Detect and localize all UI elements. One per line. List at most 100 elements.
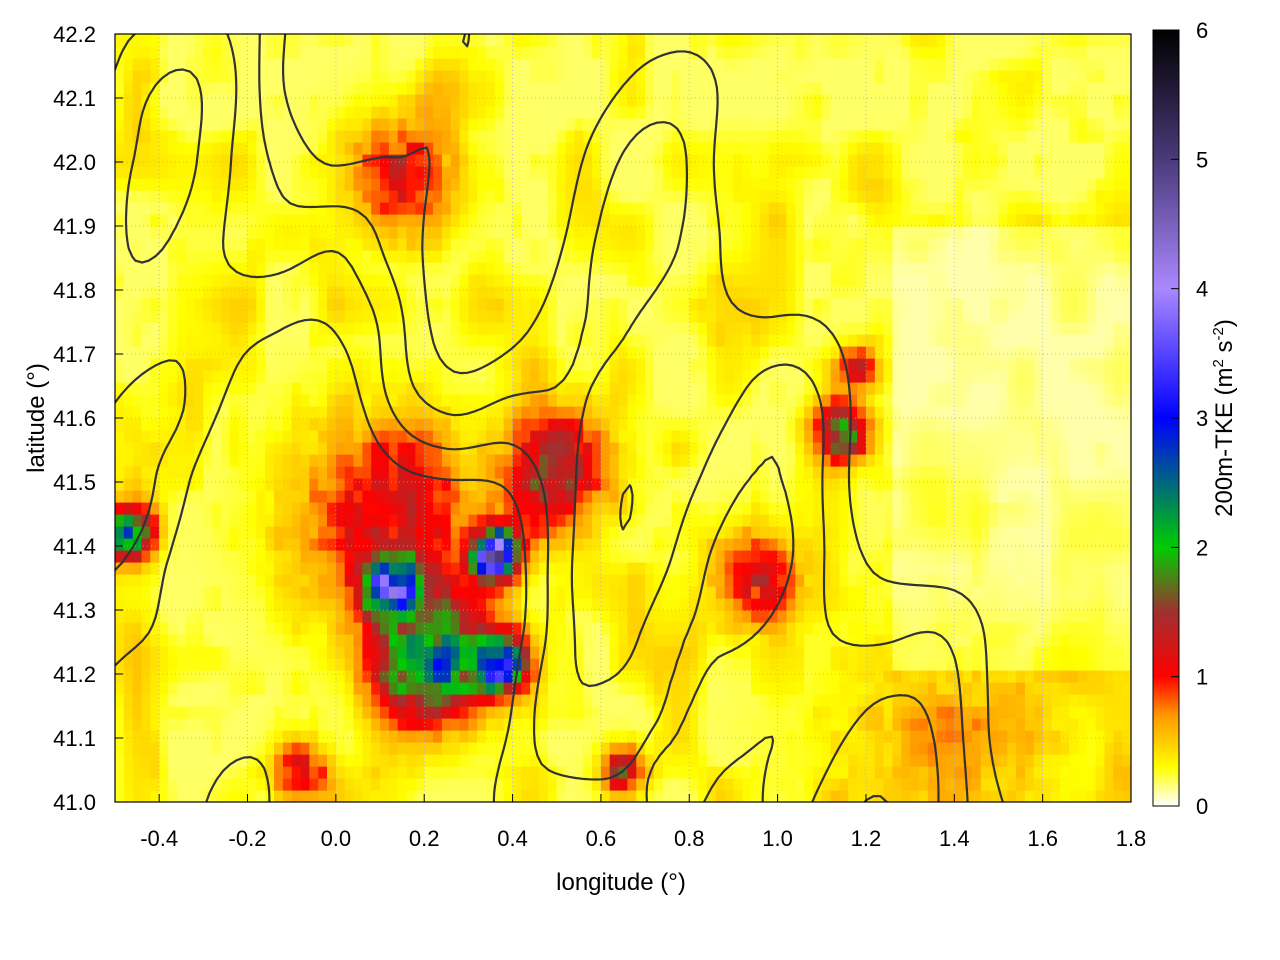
heatmap-cell: [742, 586, 752, 599]
heatmap-cell: [450, 250, 461, 263]
heatmap-cell: [795, 778, 805, 791]
heatmap-cell: [742, 790, 752, 802]
heatmap-cell: [141, 142, 151, 155]
heatmap-cell: [653, 682, 664, 695]
heatmap-cell: [503, 382, 514, 395]
heatmap-cell: [397, 574, 408, 587]
heatmap-cell: [592, 730, 602, 743]
heatmap-cell: [441, 406, 452, 419]
heatmap-cell: [777, 658, 787, 671]
heatmap-cell: [176, 286, 187, 299]
heatmap-cell: [733, 250, 743, 263]
heatmap-cell: [291, 430, 302, 443]
heatmap-cell: [494, 766, 505, 779]
heatmap-cell: [751, 538, 761, 551]
heatmap-cell: [159, 226, 169, 239]
heatmap-cell: [689, 598, 699, 611]
heatmap-cell: [627, 382, 637, 395]
heatmap-cell: [344, 214, 355, 227]
heatmap-cell: [556, 730, 567, 743]
heatmap-cell: [662, 550, 673, 563]
heatmap-cell: [185, 694, 196, 707]
heatmap-cell: [397, 178, 408, 191]
heatmap-cell: [291, 778, 302, 791]
heatmap-cell: [433, 130, 443, 143]
heatmap-cell: [265, 502, 275, 515]
heatmap-cell: [318, 58, 328, 71]
heatmap-cell: [494, 154, 505, 167]
heatmap-cell: [724, 382, 734, 395]
heatmap-cell: [353, 250, 363, 263]
heatmap-cell: [362, 130, 372, 143]
heatmap-cell: [751, 154, 761, 167]
heatmap-cell: [795, 322, 805, 335]
heatmap-cell: [609, 550, 620, 563]
heatmap-cell: [689, 334, 699, 347]
heatmap-cell: [353, 490, 363, 503]
heatmap-cell: [150, 262, 160, 275]
heatmap-cell: [565, 742, 575, 755]
heatmap-cell: [645, 682, 655, 695]
heatmap-cell: [759, 358, 770, 371]
heatmap-cell: [600, 286, 611, 299]
heatmap-cell: [689, 118, 699, 131]
heatmap-cell: [662, 166, 673, 179]
heatmap-cell: [353, 658, 363, 671]
heatmap-cell: [353, 370, 363, 383]
heatmap-cell: [795, 790, 805, 802]
heatmap-cell: [168, 514, 178, 527]
heatmap-cell: [300, 406, 310, 419]
heatmap-cell: [176, 550, 187, 563]
heatmap-cell: [751, 502, 761, 515]
heatmap-cell: [441, 766, 452, 779]
heatmap-cell: [380, 718, 390, 731]
heatmap-cell: [256, 610, 266, 623]
heatmap-cell: [159, 514, 169, 527]
heatmap-cell: [698, 394, 708, 407]
heatmap-cell: [141, 646, 151, 659]
heatmap-cell: [335, 694, 346, 707]
heatmap-cell: [583, 586, 593, 599]
heatmap-cell: [265, 118, 275, 131]
heatmap-cell: [344, 58, 355, 71]
heatmap-cell: [530, 142, 540, 155]
heatmap-cell: [185, 466, 196, 479]
heatmap-cell: [150, 214, 160, 227]
heatmap-cell: [424, 610, 434, 623]
heatmap-cell: [459, 214, 469, 227]
heatmap-cell: [123, 202, 134, 215]
heatmap-cell: [176, 526, 187, 539]
heatmap-cell: [459, 346, 469, 359]
heatmap-cell: [115, 742, 125, 755]
heatmap-cell: [441, 622, 452, 635]
heatmap-cell: [539, 718, 549, 731]
heatmap-cell: [777, 430, 787, 443]
heatmap-cell: [212, 742, 222, 755]
heatmap-cell: [468, 82, 478, 95]
heatmap-cell: [662, 34, 673, 47]
heatmap-cell: [371, 514, 381, 527]
heatmap-cell: [265, 370, 275, 383]
heatmap-cell: [459, 406, 469, 419]
heatmap-cell: [468, 574, 478, 587]
heatmap-cell: [185, 310, 196, 323]
heatmap-cell: [786, 682, 796, 695]
heatmap-cell: [459, 286, 469, 299]
heatmap-cell: [141, 118, 151, 131]
heatmap-cell: [583, 526, 593, 539]
heatmap-cell: [371, 250, 381, 263]
heatmap-cell: [397, 514, 408, 527]
heatmap-cell: [592, 382, 602, 395]
heatmap-cell: [397, 730, 408, 743]
heatmap-cell: [265, 478, 275, 491]
heatmap-cell: [327, 790, 337, 802]
heatmap-cell: [450, 550, 461, 563]
heatmap-cell: [600, 550, 611, 563]
heatmap-cell: [176, 538, 187, 551]
heatmap-cell: [733, 718, 743, 731]
heatmap-cell: [636, 490, 646, 503]
heatmap-cell: [450, 634, 461, 647]
heatmap-cell: [194, 682, 204, 695]
heatmap-cell: [282, 274, 293, 287]
